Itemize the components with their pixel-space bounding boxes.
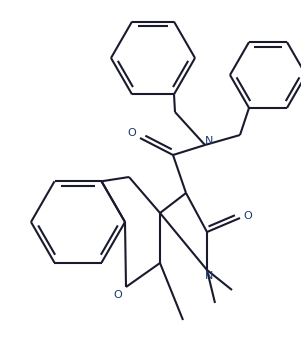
Text: N: N <box>205 136 213 146</box>
Text: O: O <box>113 290 123 300</box>
Text: O: O <box>128 128 136 138</box>
Text: O: O <box>244 211 252 221</box>
Text: N: N <box>205 271 213 281</box>
